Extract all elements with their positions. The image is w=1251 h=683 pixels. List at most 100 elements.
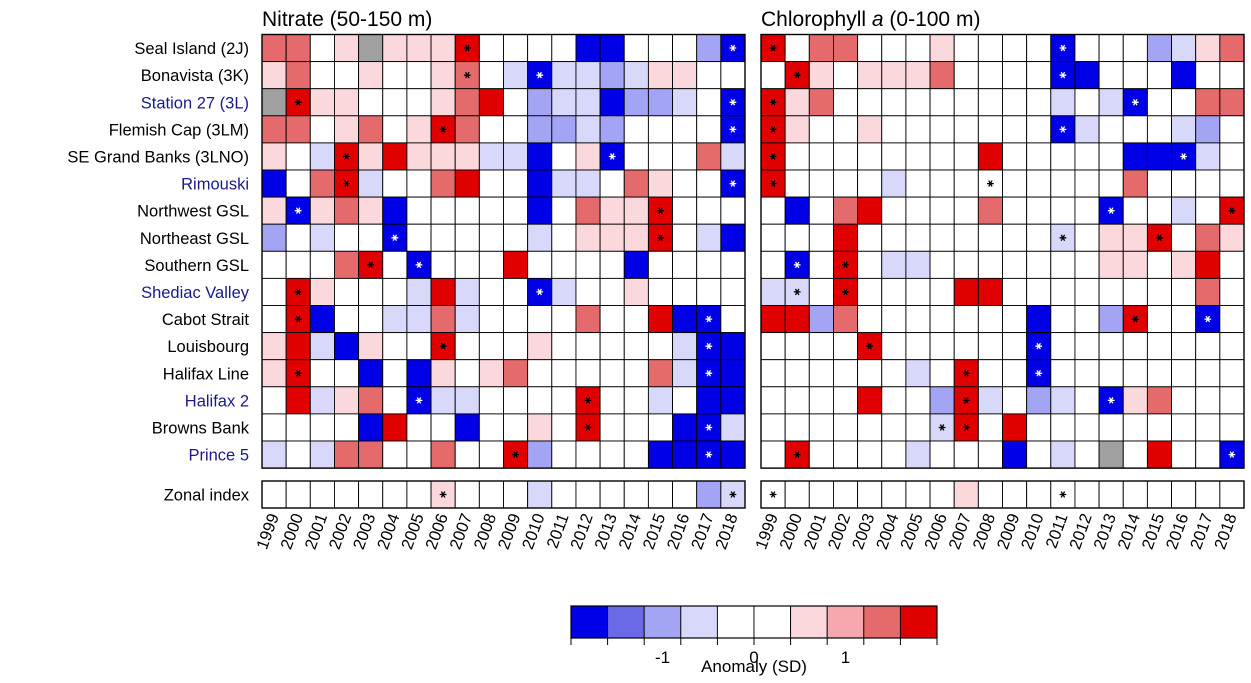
heatmap-cell: [760, 223, 786, 252]
heatmap-cell: [833, 305, 859, 334]
heatmap-cell: [1146, 413, 1173, 442]
heatmap-cell: [672, 305, 698, 334]
index-cell: [857, 480, 883, 509]
heatmap-cell: [551, 169, 577, 198]
significance-marker: [842, 288, 849, 296]
row-label: Rimouski: [181, 176, 249, 194]
heatmap-cell: [551, 88, 577, 117]
heatmap-cell: [1002, 250, 1028, 279]
heatmap-cell: [1098, 169, 1124, 198]
heatmap-cell: [1098, 332, 1124, 361]
heatmap-cell: [1026, 277, 1052, 306]
heatmap-cell: [527, 413, 553, 442]
heatmap-cell: [905, 169, 931, 198]
index-cell: [1098, 480, 1124, 509]
heatmap-cell: [905, 223, 931, 252]
row-label: Shediac Valley: [141, 284, 250, 302]
significance-marker: [729, 126, 737, 133]
heatmap-cell: [1050, 305, 1076, 334]
heatmap-cell: [953, 250, 979, 279]
heatmap-cell: [1195, 88, 1221, 117]
heatmap-cell: [575, 305, 601, 334]
heatmap-cell: [881, 332, 907, 361]
heatmap-cell: [720, 440, 746, 469]
heatmap-cell: [309, 332, 335, 361]
heatmap-cell: [1050, 88, 1076, 117]
heatmap-cell: [808, 359, 834, 388]
heatmap-cell: [406, 413, 432, 442]
heatmap-cell: [1026, 196, 1052, 225]
heatmap-cell: [784, 115, 810, 144]
heatmap-cell: [454, 359, 480, 388]
index-significance-marker: [769, 491, 777, 498]
legend-tick-label: 1: [841, 648, 850, 667]
heatmap-cell: [382, 142, 408, 171]
heatmap-cell: [1171, 196, 1197, 225]
heatmap-cell: [760, 413, 786, 442]
heatmap-cell: [1026, 88, 1052, 117]
heatmap-cell: [430, 386, 456, 415]
heatmap-cell: [430, 196, 456, 225]
heatmap-cell: [599, 115, 625, 144]
heatmap-cell: [784, 223, 810, 252]
heatmap-cell: [551, 305, 577, 334]
heatmap-cell: [551, 359, 577, 388]
heatmap-cell: [929, 250, 955, 279]
heatmap-cell: [575, 359, 601, 388]
significance-marker: [1180, 153, 1187, 160]
heatmap-cell: [647, 332, 674, 361]
heatmap-cell: [1219, 61, 1245, 90]
heatmap-cell: [833, 169, 859, 198]
row-label: Southern GSL: [144, 257, 249, 275]
heatmap-cell: [261, 34, 287, 63]
heatmap-cell: [696, 88, 722, 117]
index-cell: [1122, 480, 1148, 509]
heatmap-cell: [478, 34, 504, 63]
heatmap-cell: [1195, 277, 1221, 306]
index-cell: [454, 480, 480, 509]
heatmap-cell: [720, 142, 746, 171]
heatmap-cell: [358, 359, 384, 388]
heatmap-cell: [857, 169, 883, 198]
heatmap-cell: [929, 169, 955, 198]
heatmap-cell: [430, 413, 456, 442]
heatmap-cell: [1146, 359, 1173, 388]
legend-swatch: [753, 605, 792, 639]
legend-swatch: [680, 605, 718, 639]
heatmap-cell: [527, 196, 553, 225]
heatmap-cell: [1002, 61, 1028, 90]
heatmap-cell: [1195, 413, 1221, 442]
heatmap-cell: [575, 196, 601, 225]
significance-marker: [793, 261, 801, 269]
heatmap-cell: [261, 440, 287, 469]
heatmap-cell: [503, 223, 529, 252]
heatmap-cell: [261, 196, 287, 225]
row-label-zonal-index: Zonal index: [164, 487, 250, 505]
legend-tick-label: -1: [655, 648, 670, 667]
heatmap-cell: [1026, 305, 1052, 334]
heatmap-cell: [599, 359, 625, 388]
heatmap-cell: [905, 332, 931, 361]
heatmap-cell: [430, 359, 456, 388]
heatmap-cell: [647, 250, 674, 279]
heatmap-cell: [784, 359, 810, 388]
heatmap-cell: [430, 34, 456, 63]
significance-marker: [729, 98, 737, 106]
heatmap-cell: [599, 305, 625, 334]
heatmap-cell: [551, 223, 577, 252]
heatmap-cell: [261, 332, 287, 361]
heatmap-cell: [454, 413, 480, 442]
heatmap-cell: [285, 196, 311, 225]
heatmap-cell: [575, 88, 601, 117]
heatmap-cell: [358, 61, 384, 90]
heatmap-cell: [784, 196, 810, 225]
heatmap-cell: [406, 223, 432, 252]
heatmap-cell: [760, 196, 786, 225]
heatmap-cell: [334, 305, 360, 334]
heatmap-cell: [285, 61, 311, 90]
heatmap-cell: [382, 305, 408, 334]
heatmap-cell: [1026, 386, 1052, 415]
significance-marker: [962, 424, 970, 431]
heatmap-cell: [720, 332, 746, 361]
heatmap-cell: [696, 386, 722, 415]
